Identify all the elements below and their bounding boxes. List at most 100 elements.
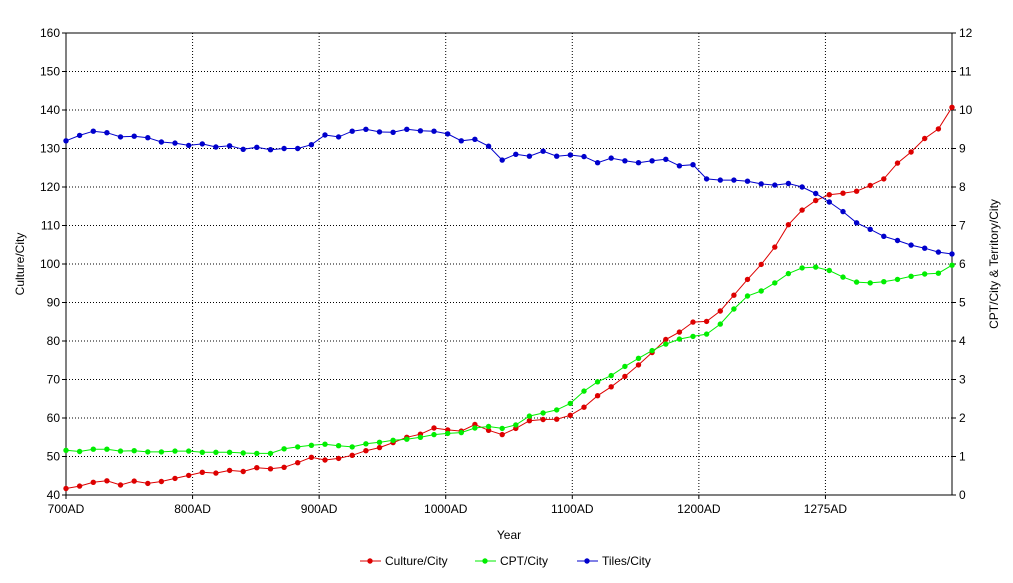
data-point [935,270,942,276]
data-point [799,184,805,190]
data-point [608,372,614,379]
data-point [472,136,478,142]
x-axis: 700AD 800AD 900AD 1000AD 1100AD 1200AD 1275AD [48,495,847,516]
data-point [254,450,260,457]
data-point [581,388,587,394]
data-point [622,158,628,164]
legend-marker-culture [367,558,373,564]
data-point [363,126,369,132]
data-point [635,355,642,361]
left-tick-label: 100 [40,257,60,271]
legend: Culture/City CPT/City Tiles/City [360,554,651,568]
data-point [649,158,655,164]
right-tick-label: 7 [959,219,966,233]
legend-item-tiles: Tiles/City [577,554,651,568]
data-point [431,128,437,134]
data-point [690,162,696,168]
right-tick-label: 2 [959,411,966,425]
x-tick-label: 800AD [174,502,211,516]
data-point [894,160,901,166]
data-point [117,448,124,454]
right-tick-label: 8 [959,180,966,194]
data-point [404,436,410,442]
data-point [526,153,533,159]
data-point [376,444,383,451]
data-point [881,176,887,182]
data-point [622,373,628,380]
data-point [935,249,942,255]
data-point [363,441,369,447]
data-point [186,472,192,479]
data-point [335,443,342,449]
data-point [826,199,832,205]
left-tick-label: 90 [47,296,61,310]
data-point [758,288,764,294]
data-point [308,142,315,148]
data-point [826,267,832,274]
right-tick-label: 11 [959,65,972,79]
data-point [690,319,696,325]
data-point [908,242,914,248]
data-point [922,135,928,142]
data-point [594,379,601,385]
data-point [622,363,628,370]
data-point [540,148,546,154]
left-tick-label: 50 [47,450,61,464]
data-point [703,331,710,337]
data-point [772,280,778,286]
data-point [145,135,151,141]
data-point [758,261,764,268]
data-point [76,132,83,139]
data-point [90,479,97,485]
x-axis-title: Year [497,528,521,542]
data-point [131,448,137,454]
data-point [772,244,778,250]
data-point [199,141,205,147]
right-tick-label: 1 [959,450,966,464]
data-point [813,190,819,197]
data-point [267,147,274,153]
data-point [281,446,287,452]
x-tick-label: 1200AD [677,502,721,516]
data-point [308,454,315,460]
data-point [485,143,492,149]
left-tick-label: 150 [40,65,60,79]
data-point [676,329,683,335]
data-point [744,293,751,299]
data-point [635,362,642,368]
data-point [158,478,165,485]
data-point [281,145,287,152]
data-point [404,126,410,132]
data-point [499,431,505,438]
left-tick-label: 140 [40,103,60,117]
data-point [240,146,246,152]
series-0 [63,104,955,492]
data-point [417,434,424,440]
data-point [104,446,110,452]
right-tick-label: 12 [959,26,973,40]
data-point [799,207,805,213]
data-point [703,176,710,182]
data-point [104,478,110,484]
data-point [186,142,192,149]
data-point [172,448,178,454]
legend-item-cpt: CPT/City [475,554,548,568]
x-tick-label: 900AD [301,502,338,516]
data-point [376,439,383,445]
data-point [117,134,124,140]
left-tick-label: 70 [47,373,61,387]
data-point [676,163,683,169]
data-point [349,452,355,458]
data-point [567,400,573,407]
data-point [213,144,219,150]
data-point [485,427,492,433]
data-point [608,384,614,390]
legend-marker-tiles [584,558,590,564]
data-point [458,138,464,144]
data-point [322,441,328,447]
right-tick-label: 0 [959,488,966,502]
data-point [594,160,601,166]
data-point [63,485,69,492]
x-tick-label: 1000AD [424,502,468,516]
